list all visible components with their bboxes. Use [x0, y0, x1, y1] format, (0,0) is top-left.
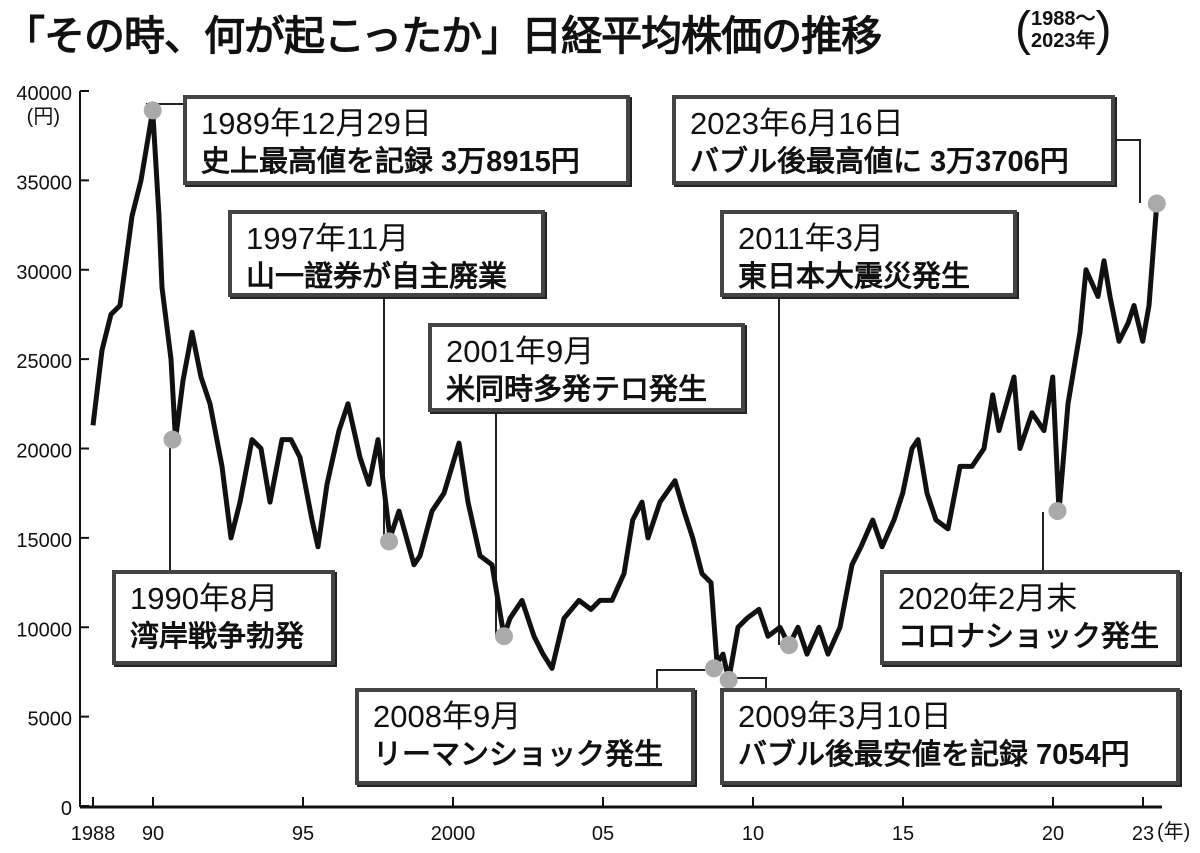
subtitle-line1: 1988～ — [1030, 8, 1096, 30]
annotation-box-2001: 2001年9月米同時多発テロ発生 — [428, 323, 745, 412]
event-marker-4 — [705, 659, 723, 678]
annotation-date: 1990年8月 — [130, 581, 279, 616]
y-tick-label: 10000 — [16, 619, 72, 641]
y-tick-label: 35000 — [16, 172, 72, 194]
x-tick-label: 2000 — [431, 823, 476, 845]
event-marker-2 — [380, 532, 399, 551]
annotation-box-1997: 1997年11月山一證券が自主廃業 — [228, 210, 545, 297]
subtitle-close-paren: ) — [1095, 3, 1112, 56]
annotation-text: 米同時多発テロ発生 — [446, 374, 708, 406]
annotation-text: バブル後最安値を記録 7054円 — [738, 739, 1130, 771]
leader-2008 — [656, 669, 705, 688]
annotation-date: 2008年9月 — [373, 699, 522, 734]
y-tick-label: 5000 — [28, 709, 73, 731]
annotation-box-2011: 2011年3月東日本大震災発生 — [720, 210, 1017, 297]
annotation-date: 2011年3月 — [738, 221, 884, 256]
y-tick-label: 25000 — [16, 351, 72, 373]
annotation-text: 湾岸戦争勃発 — [130, 621, 305, 653]
event-markers — [143, 101, 1166, 689]
x-tick-label: 1988 — [71, 823, 116, 845]
leader-2023 — [1115, 139, 1141, 203]
annotation-box-2020: 2020年2月末コロナショック発生 — [880, 570, 1180, 665]
axes: 0 5000 10000 15000 20000 25000 30000 35000 40000… — [16, 83, 1190, 845]
annotation-date: 1989年12月29日 — [201, 106, 432, 141]
y-axis-unit: (円) — [27, 106, 60, 128]
event-marker-1 — [163, 430, 182, 449]
annotation-date: 2001年9月 — [446, 334, 595, 369]
x-tick-label: 10 — [742, 823, 764, 845]
y-tick-label: 40000 — [16, 83, 72, 105]
annotation-text: リーマンショック発生 — [373, 739, 664, 771]
subtitle-open-paren: ( — [1015, 3, 1031, 56]
annotation-box-2023: 2023年6月16日バブル後最高値に 3万3706円 — [672, 95, 1115, 185]
annotation-date: 1997年11月 — [246, 221, 410, 256]
x-tick-label: 15 — [892, 823, 914, 845]
x-axis-unit: (年) — [1157, 820, 1190, 843]
annotation-text: 東日本大震災発生 — [738, 261, 971, 293]
event-marker-7 — [1048, 502, 1067, 521]
event-marker-6 — [780, 636, 798, 655]
chart-title: 「その時、何が起こったか」日経平均株価の推移 — [4, 13, 882, 59]
x-tick-label: 20 — [1042, 823, 1064, 845]
event-marker-5 — [719, 670, 738, 689]
annotation-text: コロナショック発生 — [898, 621, 1160, 653]
x-tick-label: 95 — [292, 823, 314, 845]
event-marker-8 — [1147, 194, 1166, 213]
y-tick-label: 30000 — [16, 262, 72, 284]
subtitle-line2: 2023年 — [1030, 30, 1096, 52]
annotation-box-1990: 1990年8月 湾岸戦争勃発 — [112, 570, 335, 665]
x-tick-label: 23 — [1132, 823, 1154, 845]
annotation-text: 史上最高値を記録 3万8915円 — [201, 146, 580, 178]
annotation-date: 2009年3月10日 — [738, 699, 952, 734]
annotation-box-1989: 1989年12月29日史上最高値を記録 3万8915円 — [183, 95, 630, 185]
series-line-nikkei — [90, 107, 1160, 683]
x-tick-label: 05 — [592, 823, 614, 845]
y-tick-label: 0 — [61, 798, 72, 820]
x-tick-label: 90 — [142, 823, 164, 845]
y-tick-label: 15000 — [16, 530, 72, 552]
event-marker-0 — [143, 101, 162, 120]
event-marker-3 — [495, 627, 513, 646]
annotation-text: バブル後最高値に 3万3706円 — [690, 146, 1069, 178]
annotation-date: 2023年6月16日 — [690, 106, 904, 141]
annotation-box-2009: 2009年3月10日バブル後最安値を記録 7054円 — [720, 688, 1180, 785]
annotation-box-2008: 2008年9月リーマンショック発生 — [355, 688, 695, 785]
y-tick-label: 20000 — [16, 441, 72, 463]
chart-subtitle: ( 1988～ 2023年 ) — [1015, 6, 1111, 54]
annotation-text: 山一證券が自主廃業 — [246, 261, 508, 293]
annotation-date: 2020年2月末 — [898, 581, 1078, 616]
